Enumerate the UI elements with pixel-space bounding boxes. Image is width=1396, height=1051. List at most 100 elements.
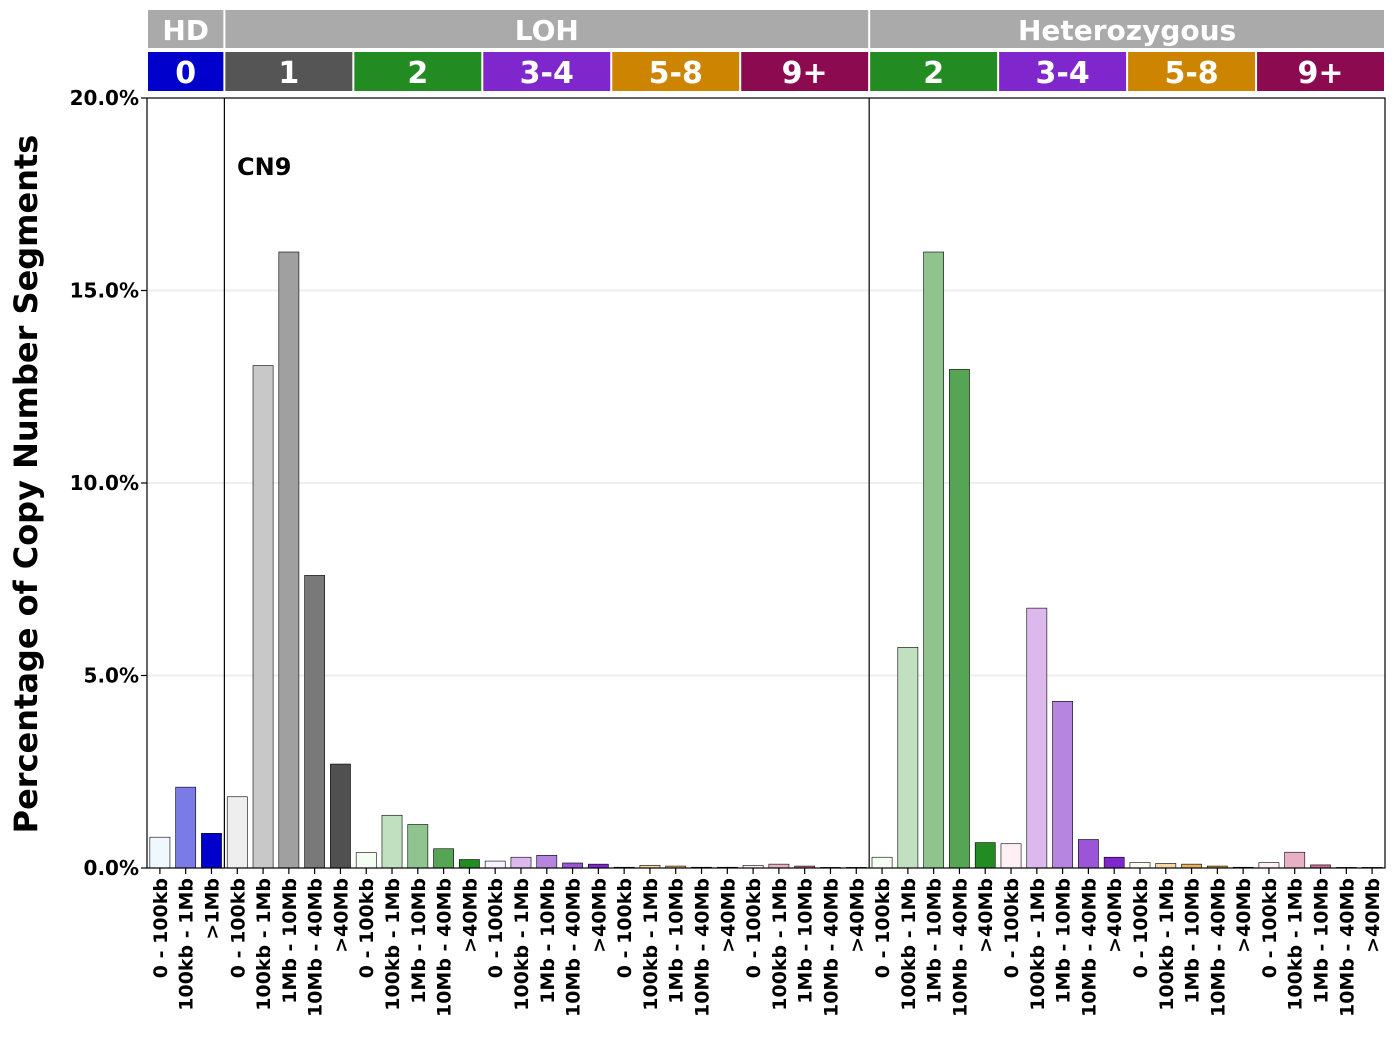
x-tick-label: 100kb - 1Mb xyxy=(769,878,791,1011)
x-tick-label: 100kb - 1Mb xyxy=(1027,878,1049,1011)
x-tick-label: 0 - 100kb xyxy=(150,878,172,978)
x-tick-label: >40Mb xyxy=(717,878,739,953)
x-tick-label: 0 - 100kb xyxy=(485,878,507,978)
x-tick-label: 10Mb - 40Mb xyxy=(1078,878,1100,1017)
bar xyxy=(304,575,326,869)
group-strip xyxy=(148,10,224,48)
cn-class-strip xyxy=(1128,52,1256,91)
cn-class-strip xyxy=(354,52,482,91)
x-tick-label: 1Mb - 10Mb xyxy=(1311,878,1333,1004)
bar xyxy=(226,796,248,869)
cn-class-strip-label: 2 xyxy=(923,56,944,91)
group-strip-label: LOH xyxy=(515,14,579,47)
x-tick-label: 0 - 100kb xyxy=(1259,878,1281,978)
y-tick-label: 15.0% xyxy=(70,279,139,303)
x-tick-label: >40Mb xyxy=(588,878,610,953)
x-tick-label: 10Mb - 40Mb xyxy=(1336,878,1358,1017)
bar xyxy=(149,836,171,869)
cn-class-strip xyxy=(1257,52,1384,91)
bar xyxy=(1026,607,1048,869)
cn-class-strip xyxy=(612,52,740,91)
bar xyxy=(355,852,377,869)
x-tick-label: 1Mb - 10Mb xyxy=(408,878,430,1004)
bar xyxy=(562,862,583,869)
group-strip xyxy=(225,10,869,48)
bar xyxy=(897,647,919,869)
bar xyxy=(949,369,970,869)
x-tick-label: >40Mb xyxy=(1233,878,1255,953)
cn-class-strip-label: 3-4 xyxy=(1036,56,1090,91)
x-tick-label: 100kb - 1Mb xyxy=(382,878,404,1011)
x-tick-label: 1Mb - 10Mb xyxy=(795,878,817,1004)
cn-class-strip-label: 0 xyxy=(175,56,196,91)
y-tick-label: 10.0% xyxy=(70,471,139,495)
y-tick-label: 5.0% xyxy=(84,664,139,688)
x-tick-label: 1Mb - 10Mb xyxy=(537,878,559,1004)
x-tick-label: >40Mb xyxy=(1362,878,1384,953)
cn-class-strip xyxy=(148,52,224,91)
bar xyxy=(974,842,996,869)
bar xyxy=(923,251,945,869)
cn-class-strip xyxy=(870,52,998,91)
cn-class-strip-label: 5-8 xyxy=(1164,56,1218,91)
x-tick-label: >40Mb xyxy=(975,878,997,953)
cn-class-strip-label: 2 xyxy=(407,56,428,91)
x-tick-label: 0 - 100kb xyxy=(1001,878,1023,978)
bar xyxy=(459,859,480,869)
y-axis-label: Percentage of Copy Number Segments xyxy=(7,135,45,834)
bar xyxy=(1000,843,1022,869)
bar xyxy=(1078,839,1099,869)
x-tick-label: >40Mb xyxy=(330,878,352,953)
x-axis: 0 - 100kb 100kb - 1Mb >1Mb 0 - 100kb 100kb -… xyxy=(150,868,1384,1017)
bar xyxy=(1155,863,1177,869)
facet-strips: HD LOH Heterozygous 0 1 2 3-4 5-8 9+ 2 3-4 5-8 9+ xyxy=(148,10,1384,91)
x-tick-label: 10Mb - 40Mb xyxy=(434,878,456,1017)
x-tick-label: 1Mb - 10Mb xyxy=(666,878,688,1004)
bar xyxy=(433,848,454,869)
x-tick-label: 10Mb - 40Mb xyxy=(305,878,327,1017)
cn-class-strip-label: 9+ xyxy=(1298,56,1344,91)
x-tick-label: 0 - 100kb xyxy=(1130,878,1152,978)
cn-class-strip xyxy=(483,52,611,91)
x-tick-label: >40Mb xyxy=(1104,878,1126,953)
cn-class-strip-label: 9+ xyxy=(782,56,828,91)
x-tick-label: 1Mb - 10Mb xyxy=(924,878,946,1004)
bar xyxy=(536,854,558,869)
bar xyxy=(510,856,532,869)
x-tick-label: 100kb - 1Mb xyxy=(898,878,920,1011)
y-tick-label: 0.0% xyxy=(84,856,139,880)
x-tick-label: 100kb - 1Mb xyxy=(511,878,533,1011)
bar xyxy=(201,833,222,869)
cn-class-strip xyxy=(999,52,1127,91)
x-tick-label: 100kb - 1Mb xyxy=(1156,878,1178,1011)
x-tick-label: 0 - 100kb xyxy=(872,878,894,978)
x-tick-label: 10Mb - 40Mb xyxy=(1207,878,1229,1017)
x-tick-label: 10Mb - 40Mb xyxy=(949,878,971,1017)
grid-lines xyxy=(147,289,1385,677)
x-tick-label: 100kb - 1Mb xyxy=(176,878,198,1011)
group-strip-label: HD xyxy=(162,14,209,47)
cn-class-strip xyxy=(741,52,869,91)
bar xyxy=(381,814,403,869)
x-tick-label: 1Mb - 10Mb xyxy=(1053,878,1075,1004)
bar xyxy=(407,824,429,869)
x-tick-label: 1Mb - 10Mb xyxy=(1182,878,1204,1004)
x-tick-label: 1Mb - 10Mb xyxy=(279,878,301,1004)
x-tick-label: 100kb - 1Mb xyxy=(1285,878,1307,1011)
bar xyxy=(1258,862,1280,869)
x-tick-label: 0 - 100kb xyxy=(227,878,249,978)
y-tick-label: 20.0% xyxy=(70,86,139,110)
bar xyxy=(1052,700,1073,869)
group-strip xyxy=(870,10,1384,48)
y-axis: 0.0% 5.0% 10.0% 15.0% 20.0% xyxy=(70,86,147,880)
bar xyxy=(175,786,197,869)
cn-class-strip-label: 5-8 xyxy=(649,56,703,91)
bar xyxy=(278,251,300,869)
cn-class-strip-label: 1 xyxy=(278,56,299,91)
x-tick-label: 10Mb - 40Mb xyxy=(563,878,585,1017)
x-tick-label: 0 - 100kb xyxy=(356,878,378,978)
signature-annotation: CN9 xyxy=(237,153,291,181)
cn-class-strip xyxy=(225,52,353,91)
bar xyxy=(1129,862,1151,869)
